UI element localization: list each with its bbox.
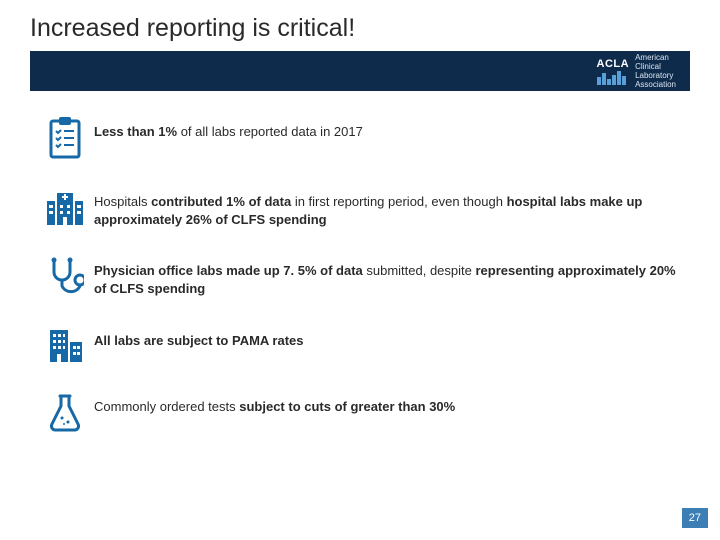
logo-fulltext: American Clinical Laboratory Association [635,53,676,90]
building-icon [36,326,94,364]
clipboard-checklist-icon [36,117,94,159]
list-item: Commonly ordered tests subject to cuts o… [36,392,680,432]
slide-header: Increased reporting is critical! ACLA Am… [0,0,720,91]
bullet-text: Physician office labs made up 7. 5% of d… [94,256,680,297]
slide-title: Increased reporting is critical! [30,14,690,43]
bullet-text: Commonly ordered tests subject to cuts o… [94,392,455,416]
page-number: 27 [682,508,708,528]
list-item: All labs are subject to PAMA rates [36,326,680,364]
bullet-text: Hospitals contributed 1% of data in firs… [94,187,680,228]
stethoscope-icon [36,256,94,298]
hospital-icon [36,187,94,227]
logo-bars-icon [597,71,630,85]
list-item: Less than 1% of all labs reported data i… [36,117,680,159]
header-bar: ACLA American Clinical Laboratory Associ… [30,51,690,91]
bullet-list: Less than 1% of all labs reported data i… [0,91,720,432]
acla-logo: ACLA American Clinical Laboratory Associ… [597,53,676,90]
flask-icon [36,392,94,432]
list-item: Hospitals contributed 1% of data in firs… [36,187,680,228]
bullet-text: Less than 1% of all labs reported data i… [94,117,363,141]
list-item: Physician office labs made up 7. 5% of d… [36,256,680,298]
logo-acronym: ACLA [597,58,630,70]
bullet-text: All labs are subject to PAMA rates [94,326,304,350]
